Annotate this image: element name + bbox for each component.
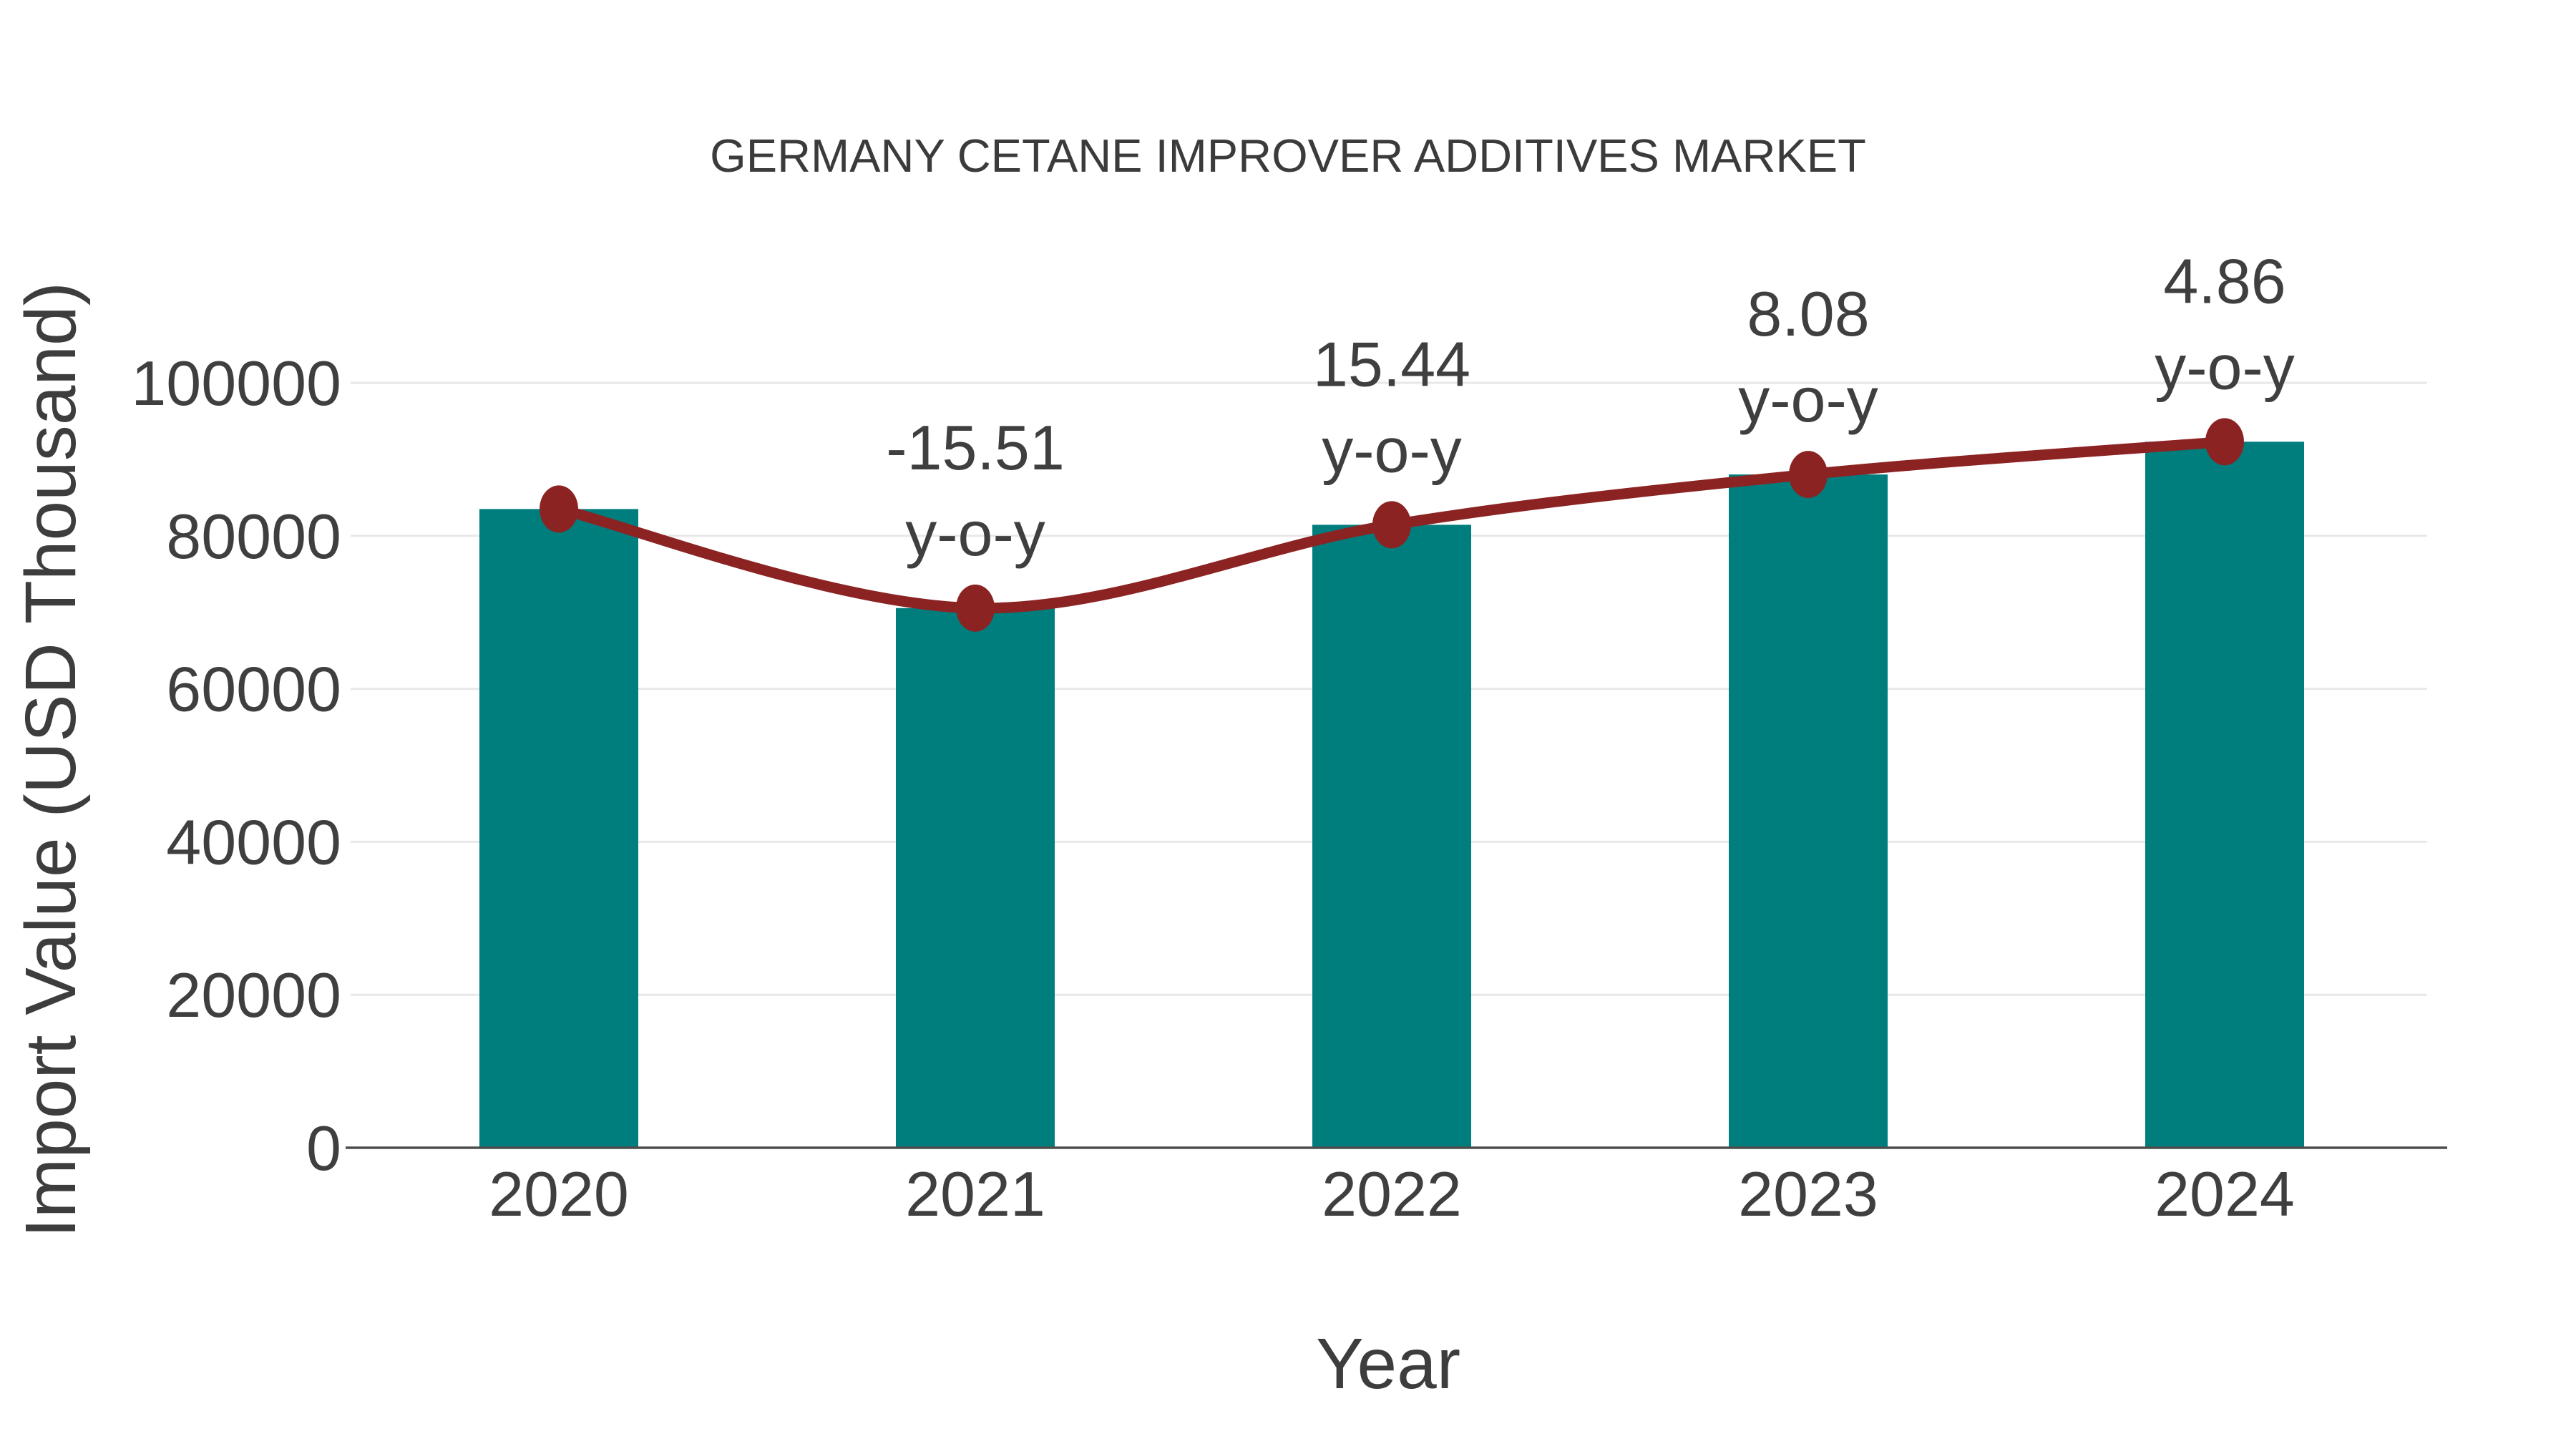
annotation-value-2023: 8.08 bbox=[1747, 278, 1869, 349]
annotation-unit-2021: y-o-y bbox=[905, 498, 1045, 569]
trend-marker-2020 bbox=[540, 485, 578, 533]
bar-2022 bbox=[1312, 525, 1471, 1148]
trend-marker-2022 bbox=[1372, 501, 1411, 549]
trend-marker-2021 bbox=[956, 584, 995, 632]
y-tick-label-20000: 20000 bbox=[166, 960, 341, 1030]
y-tick-label-80000: 80000 bbox=[166, 501, 341, 572]
y-axis-title: Import Value (USD Thousand) bbox=[11, 282, 91, 1238]
chart-title: GERMANY CETANE IMPROVER ADDITIVES MARKET bbox=[710, 130, 1866, 182]
annotation-unit-2022: y-o-y bbox=[1322, 414, 1462, 485]
trend-marker-2024 bbox=[2205, 418, 2244, 466]
x-axis-title: Year bbox=[1316, 1324, 1460, 1404]
annotation-value-2024: 4.86 bbox=[2163, 245, 2285, 316]
annotation-unit-2023: y-o-y bbox=[1738, 364, 1878, 435]
x-tick-label-2023: 2023 bbox=[1738, 1158, 1878, 1229]
x-tick-label-2022: 2022 bbox=[1322, 1158, 1462, 1229]
y-tick-label-40000: 40000 bbox=[166, 806, 341, 877]
x-tick-label-2020: 2020 bbox=[489, 1158, 629, 1229]
chart-built-layer: 0 20000 40000 60000 80000 100000 2020 2021 2022 2… bbox=[131, 245, 2447, 1229]
bar-2021 bbox=[896, 608, 1055, 1148]
annotation-value-2022: 15.44 bbox=[1313, 328, 1470, 399]
y-tick-label-100000: 100000 bbox=[131, 348, 341, 419]
x-tick-label-2021: 2021 bbox=[905, 1158, 1045, 1229]
y-tick-label-0: 0 bbox=[306, 1113, 341, 1184]
x-tick-label-2024: 2024 bbox=[2155, 1158, 2295, 1229]
bar-2023 bbox=[1729, 474, 1888, 1148]
annotation-value-2021: -15.51 bbox=[886, 412, 1065, 483]
trend-marker-2023 bbox=[1789, 451, 1828, 499]
annotation-unit-2024: y-o-y bbox=[2155, 331, 2295, 402]
bar-2020 bbox=[479, 509, 638, 1148]
y-tick-label-60000: 60000 bbox=[166, 654, 341, 725]
bar-2024 bbox=[2145, 441, 2304, 1148]
